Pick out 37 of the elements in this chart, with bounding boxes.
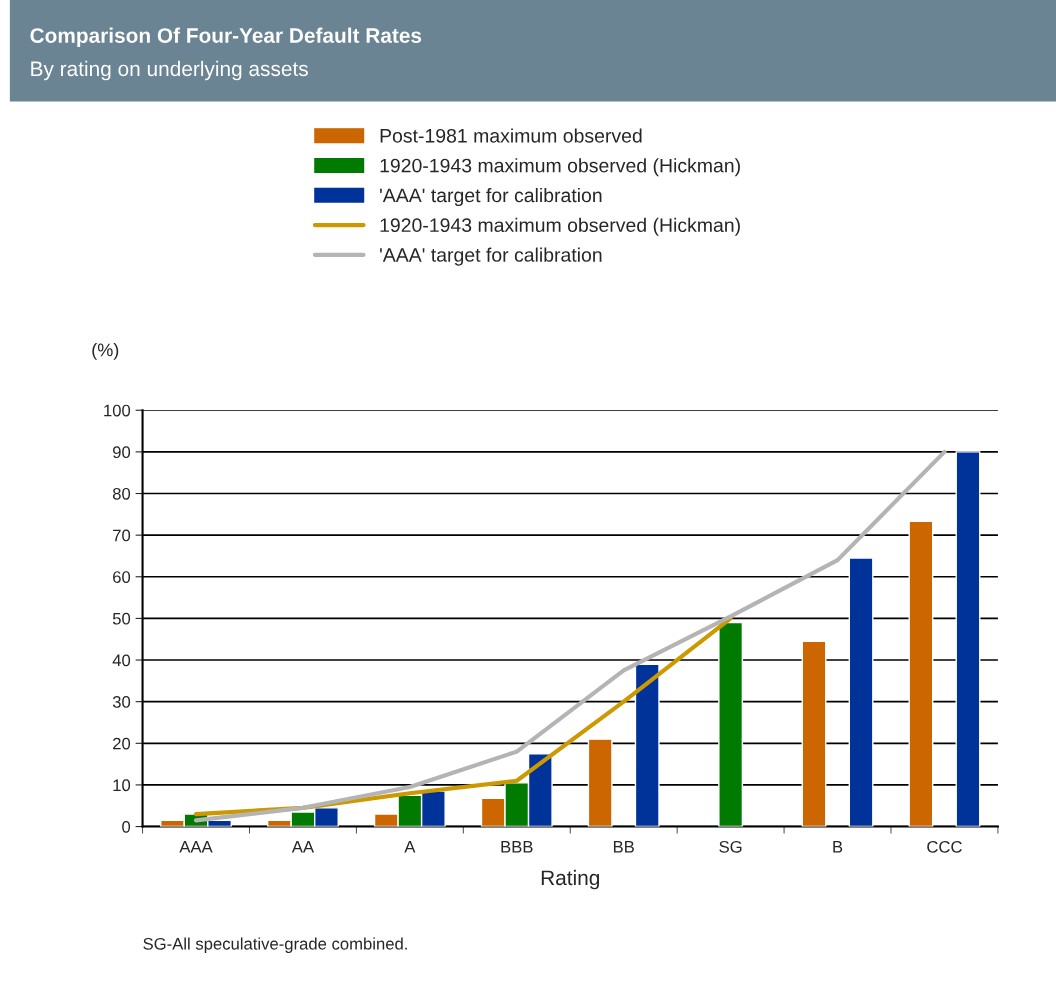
x-tick-label: AAA [179,841,213,853]
bar [908,520,934,827]
bar [634,663,660,827]
x-tick-label: SG [719,840,742,853]
y-tick-label: 100 [104,404,131,417]
y-tick-label: 0 [122,820,131,833]
y-tick-label: 40 [112,654,131,667]
legend-label: Post-1981 maximum observed [380,128,642,143]
bar [955,451,981,827]
chart-subtitle: By rating on underlying assets [31,60,308,81]
text: SG-All speculative-grade combined. [143,937,407,953]
chart-title: Comparison Of Four-Year Default Rates [30,27,422,48]
x-tick-label: B [833,841,843,853]
x-tick-label: BB [613,841,634,853]
bar [587,738,613,827]
legend-label: 1920-1943 maximum observed (Hickman) [380,217,740,236]
y-tick-label: 80 [112,487,131,500]
bar [848,557,874,827]
legend-label: 'AAA' target for calibration [380,187,602,207]
x-tick-label: AA [291,841,315,853]
legend-label: 1920-1943 maximum observed (Hickman) [380,158,740,177]
y-axis-title: (%) [92,343,119,360]
bar [718,621,744,827]
y-tick-label: 70 [113,529,131,542]
y-tick-label: 60 [113,571,131,583]
line-series [193,449,947,823]
bar [801,640,827,827]
y-tick-label: 20 [113,737,131,750]
x-tick-label: A [404,841,416,853]
x-tick-label: CCC [927,840,962,853]
y-tick-label: 90 [113,446,131,459]
legend-label: 'AAA' target for calibration [380,247,602,266]
y-tick-label: 30 [112,696,131,708]
y-tick-label: 50 [112,612,131,625]
x-tick-label: BBB [501,841,533,853]
x-axis-title: Rating [541,869,600,890]
y-tick-label: 10 [113,779,131,792]
